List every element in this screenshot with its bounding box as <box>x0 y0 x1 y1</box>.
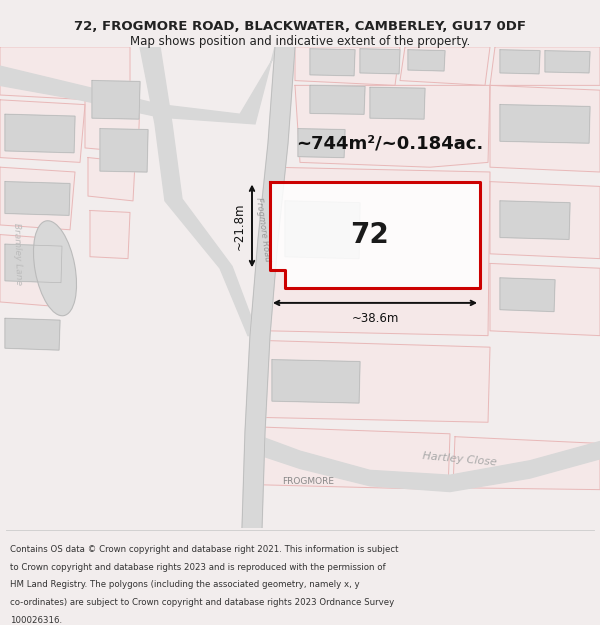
Polygon shape <box>295 47 400 86</box>
Polygon shape <box>500 104 590 143</box>
Polygon shape <box>85 100 140 152</box>
Polygon shape <box>90 211 130 259</box>
Polygon shape <box>248 432 600 491</box>
Polygon shape <box>490 47 600 86</box>
Text: 100026316.: 100026316. <box>10 616 62 625</box>
Polygon shape <box>490 264 600 336</box>
Polygon shape <box>500 278 555 311</box>
Text: HM Land Registry. The polygons (including the associated geometry, namely x, y: HM Land Registry. The polygons (includin… <box>10 581 359 589</box>
Polygon shape <box>310 86 365 114</box>
Polygon shape <box>262 341 490 422</box>
Polygon shape <box>92 81 140 119</box>
Polygon shape <box>370 88 425 119</box>
Polygon shape <box>310 49 355 76</box>
Polygon shape <box>285 201 360 259</box>
Polygon shape <box>0 47 280 124</box>
Text: Map shows position and indicative extent of the property.: Map shows position and indicative extent… <box>130 35 470 48</box>
Polygon shape <box>545 51 590 73</box>
Polygon shape <box>453 437 600 489</box>
Polygon shape <box>490 182 600 259</box>
Polygon shape <box>5 114 75 152</box>
Text: Bramley Lane: Bramley Lane <box>13 222 23 285</box>
Polygon shape <box>400 47 490 86</box>
Text: ~38.6m: ~38.6m <box>352 312 398 325</box>
Polygon shape <box>272 359 360 403</box>
Polygon shape <box>5 182 70 215</box>
Polygon shape <box>88 158 135 201</box>
Polygon shape <box>0 47 130 100</box>
Text: Contains OS data © Crown copyright and database right 2021. This information is : Contains OS data © Crown copyright and d… <box>10 544 398 554</box>
Polygon shape <box>140 47 258 336</box>
Text: co-ordinates) are subject to Crown copyright and database rights 2023 Ordnance S: co-ordinates) are subject to Crown copyr… <box>10 598 394 608</box>
Polygon shape <box>0 167 75 230</box>
Polygon shape <box>270 182 480 288</box>
Text: ~744m²/~0.184ac.: ~744m²/~0.184ac. <box>296 134 484 152</box>
Polygon shape <box>5 244 62 282</box>
Polygon shape <box>408 50 445 71</box>
Text: 72, FROGMORE ROAD, BLACKWATER, CAMBERLEY, GU17 0DF: 72, FROGMORE ROAD, BLACKWATER, CAMBERLEY… <box>74 20 526 32</box>
Text: 72: 72 <box>350 221 389 249</box>
Polygon shape <box>500 50 540 74</box>
Text: to Crown copyright and database rights 2023 and is reproduced with the permissio: to Crown copyright and database rights 2… <box>10 562 385 571</box>
Polygon shape <box>0 100 85 162</box>
Text: FROGMORE: FROGMORE <box>282 478 334 486</box>
Polygon shape <box>295 86 490 167</box>
Polygon shape <box>100 129 148 172</box>
Ellipse shape <box>34 221 77 316</box>
Text: Frogmore Road: Frogmore Road <box>254 197 272 262</box>
Polygon shape <box>262 427 450 489</box>
Text: Hartley Close: Hartley Close <box>422 451 497 467</box>
Text: ~21.8m: ~21.8m <box>233 202 246 249</box>
Polygon shape <box>268 167 490 336</box>
Polygon shape <box>298 129 345 158</box>
Polygon shape <box>500 201 570 239</box>
Polygon shape <box>490 86 600 172</box>
Polygon shape <box>360 49 400 74</box>
Polygon shape <box>0 234 65 307</box>
Polygon shape <box>5 318 60 350</box>
Polygon shape <box>242 47 295 528</box>
